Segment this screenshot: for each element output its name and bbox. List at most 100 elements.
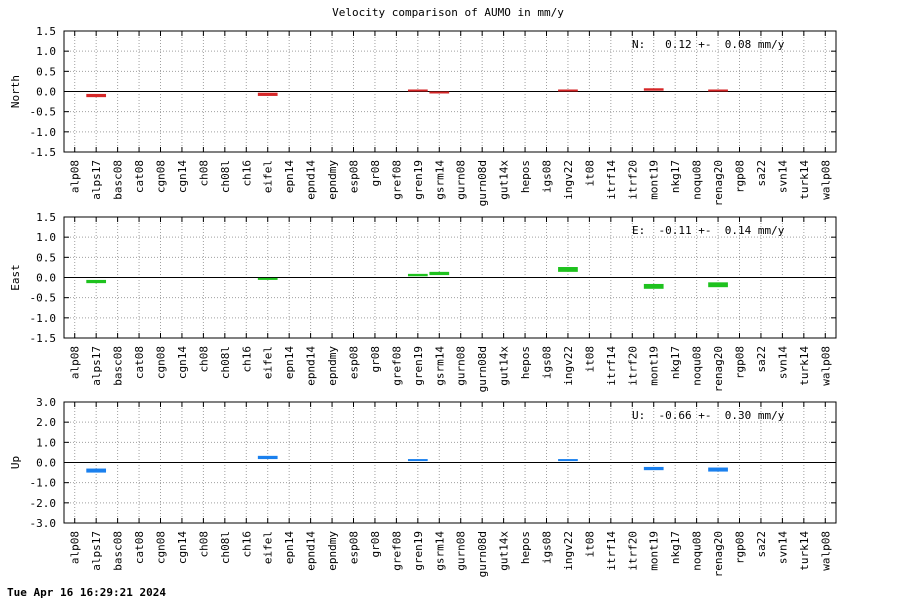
north-category-label: sa22 (755, 160, 768, 187)
north-bar-alps17 (86, 93, 107, 98)
north-category-label: ch08 (197, 160, 210, 187)
east-category-label: gurn08 (455, 346, 468, 386)
north-category-label: gr08 (369, 160, 382, 187)
east-category-label: epndmy (326, 346, 339, 386)
up-category-label: ch08l (219, 531, 232, 564)
east-annotation: E: -0.11 +- 0.14 mm/y (632, 224, 785, 237)
east-plot-frame (63, 216, 837, 339)
up-category-label: gref08 (390, 531, 403, 571)
east-category-label: eifel (262, 346, 275, 379)
east-category-label: gsrm14 (433, 346, 446, 386)
east-bar-gsrm14 (429, 271, 450, 276)
north-category-label: it08 (583, 160, 596, 187)
up-ytick-label: 1.0 (36, 436, 56, 449)
north-category-label: cgn08 (155, 160, 168, 193)
north-bar-eifel (257, 92, 278, 96)
east-category-label: esp08 (348, 346, 361, 379)
north-ytick-label: 0.5 (36, 65, 56, 78)
up-category-label: ch16 (240, 531, 253, 558)
chart-title: Velocity comparison of AUMO in mm/y (332, 6, 564, 19)
up-category-label: epn14 (283, 531, 296, 564)
east-ytick-label: -1.5 (30, 332, 57, 345)
north-ytick-label: 0.0 (36, 86, 56, 99)
east-ytick-label: 1.0 (36, 231, 56, 244)
east-ytick-label: -1.0 (30, 312, 57, 325)
north-category-label: alp08 (69, 160, 82, 193)
east-bar-renag20 (708, 282, 728, 288)
up-category-label: gut14x (498, 531, 511, 571)
north-category-label: epn14 (283, 160, 296, 193)
east-category-label: alps17 (90, 346, 103, 386)
up-bar-eifel (257, 455, 278, 460)
north-category-label: ch16 (240, 160, 253, 187)
up-ytick-label: -2.0 (30, 497, 57, 510)
up-annotation: U: -0.66 +- 0.30 mm/y (632, 409, 785, 422)
up-ytick-label: 2.0 (36, 416, 56, 429)
north-ytick-label: 1.0 (36, 45, 56, 58)
north-category-label: epnd14 (305, 160, 318, 200)
up-category-label: renag20 (712, 531, 725, 577)
east-category-label: renag20 (712, 346, 725, 392)
east-category-label: ch16 (240, 346, 253, 373)
up-category-label: gurn08 (455, 531, 468, 571)
up-category-label: svn14 (776, 531, 789, 564)
north-category-label: igs08 (541, 160, 554, 193)
north-ytick-label: -1.5 (30, 146, 57, 159)
east-category-label: itrf20 (626, 346, 639, 386)
east-category-label: rgp08 (734, 346, 747, 379)
north-category-label: mont19 (648, 160, 661, 200)
north-category-label: cgn14 (176, 160, 189, 193)
north-category-label: gren19 (412, 160, 425, 200)
up-bar-ingv22 (558, 459, 578, 462)
up-ytick-label: -1.0 (30, 477, 57, 490)
east-ytick-label: 1.5 (36, 211, 56, 224)
up-category-label: rgp08 (734, 531, 747, 564)
up-category-label: basc08 (112, 531, 125, 571)
east-category-label: walp08 (819, 346, 832, 386)
up-ytick-label: 3.0 (36, 396, 56, 409)
north-category-label: itrf14 (605, 160, 618, 200)
east-category-label: cgn14 (176, 346, 189, 379)
north-bar-gsrm14 (429, 91, 450, 94)
up-bar-gren19 (407, 459, 428, 462)
up-bar-mont19 (643, 466, 664, 471)
north-category-label: cat08 (133, 160, 146, 193)
up-ytick-label: -3.0 (30, 517, 57, 530)
east-category-label: ch08 (197, 346, 210, 373)
north-category-label: gut14x (498, 160, 511, 200)
east-category-label: noqu08 (691, 346, 704, 386)
north-category-label: rgp08 (734, 160, 747, 193)
east-ytick-label: -0.5 (30, 292, 57, 305)
north-annotation: N: 0.12 +- 0.08 mm/y (632, 38, 785, 51)
up-category-label: walp08 (819, 531, 832, 571)
east-category-label: igs08 (541, 346, 554, 379)
east-category-label: ingv22 (562, 346, 575, 386)
north-category-label: alps17 (90, 160, 103, 200)
up-category-label: ch08 (197, 531, 210, 558)
east-ytick-label: 0.5 (36, 251, 56, 264)
up-plot-frame (63, 401, 837, 524)
north-bar-ingv22 (558, 89, 578, 92)
north-category-label: turk14 (798, 160, 811, 200)
north-category-label: renag20 (712, 160, 725, 206)
north-ytick-label: 1.5 (36, 25, 56, 38)
east-category-label: gref08 (390, 346, 403, 386)
east-category-label: alp08 (69, 346, 82, 379)
up-category-label: turk14 (798, 531, 811, 571)
north-category-label: gref08 (390, 160, 403, 200)
north-category-label: ch08l (219, 160, 232, 193)
north-ytick-label: -1.0 (30, 126, 57, 139)
up-category-label: esp08 (348, 531, 361, 564)
up-category-label: cgn08 (155, 531, 168, 564)
north-category-label: esp08 (348, 160, 361, 193)
east-axis-label: East (9, 264, 22, 291)
east-category-label: cat08 (133, 346, 146, 379)
up-category-label: cgn14 (176, 531, 189, 564)
north-category-label: itrf20 (626, 160, 639, 200)
up-category-label: alp08 (69, 531, 82, 564)
up-category-label: itrf14 (605, 531, 618, 571)
up-category-label: noqu08 (691, 531, 704, 571)
north-category-label: ingv22 (562, 160, 575, 200)
up-category-label: nkg17 (669, 531, 682, 564)
